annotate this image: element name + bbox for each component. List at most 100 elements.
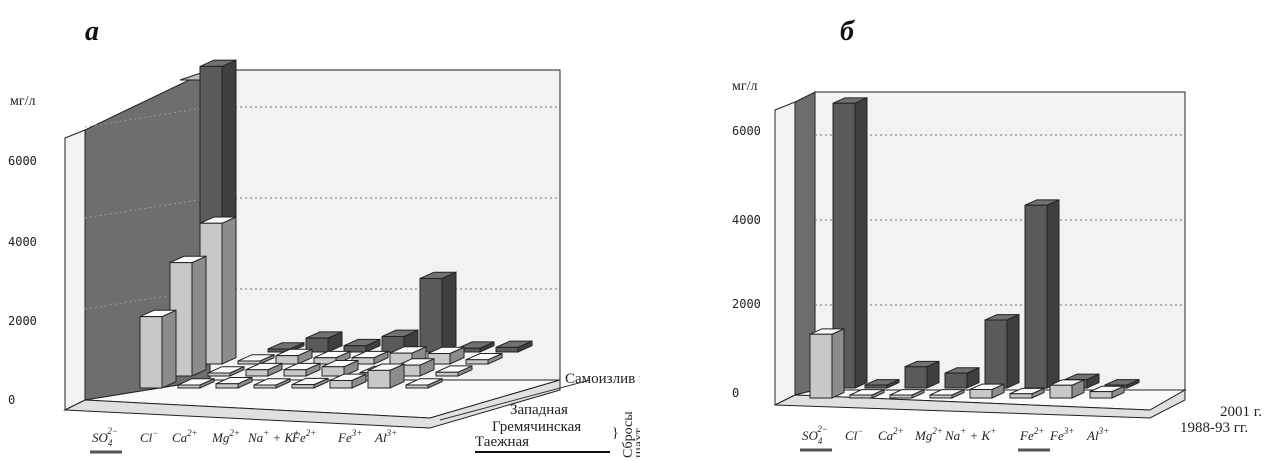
gA-6000-left xyxy=(84,106,211,128)
bar-b-s0-c5-front xyxy=(1024,204,1048,389)
bar-a-s3-c2 xyxy=(215,376,253,389)
category-label-6: Fe3+ xyxy=(337,428,362,445)
bar-a-s3-c2-front xyxy=(215,383,239,389)
bar-a-s0-c2 xyxy=(305,331,343,353)
bar-a-s0-c5-side xyxy=(441,271,457,353)
bar-b-s1-c4-front xyxy=(969,389,993,399)
bar-a-s2-c2-front xyxy=(245,369,269,377)
panel-a-content: 0 2000 4000 6000 мг/л SO42− Cl− Ca2+ Mg2+ Na+ + K… xyxy=(8,59,640,458)
category-label-2: Ca2+ xyxy=(172,428,198,445)
bar-a-s3-c0-front xyxy=(139,316,163,389)
bar-a-s1-c7-front xyxy=(465,359,489,365)
bar-b-s1-c0-side xyxy=(831,328,845,399)
bar-a-s3-c0-side xyxy=(161,309,177,389)
bar-a-s3-c1 xyxy=(177,377,215,389)
row-label-a-2: Западная xyxy=(510,402,568,418)
bar-b-s0-c4-front xyxy=(984,319,1008,389)
floor-right-edge xyxy=(439,379,591,421)
y-tick-a-2: 4000 xyxy=(8,235,37,249)
bar-a-s2-c1-front xyxy=(207,372,231,377)
bar-a-s3-c3 xyxy=(253,377,291,389)
bar-a-s2-c2 xyxy=(245,362,283,377)
bracket-brace: } xyxy=(612,426,619,441)
bar-a-s2-c1 xyxy=(207,365,245,377)
bar-b-s1-c5 xyxy=(1009,387,1045,399)
row-label-b-2: 1988-93 гг. xyxy=(1180,420,1248,436)
panel-b-content: 0 2000 4000 6000 мг/л SO42− Cl− Ca2+ Mg2+ Na+ + K… xyxy=(732,79,1262,452)
row-label-b-1: 2001 г. xyxy=(1220,404,1262,420)
bar-b-s0-c5 xyxy=(1024,199,1060,389)
bar-b-s0-c4-side xyxy=(1006,313,1020,389)
bar-a-s0-c5 xyxy=(419,271,457,353)
y-tick-b-3: 6000 xyxy=(732,124,761,138)
bar-b-s0-c1 xyxy=(864,378,900,389)
bar-a-s2-c4 xyxy=(321,359,359,377)
bar-a-s1-c6 xyxy=(427,346,465,365)
category-label-7: Al3+ xyxy=(374,428,397,445)
bar-a-s2-c4-front xyxy=(321,366,345,377)
row-label-a-3: Гремячинская xyxy=(492,419,581,435)
bar-b-s1-c7 xyxy=(1089,385,1125,399)
bar-b-s1-c1-front xyxy=(849,394,873,399)
y-tick-b-2: 4000 xyxy=(732,213,761,227)
bar-a-s3-c4-front xyxy=(291,384,315,389)
bar-a-s0-c5-front xyxy=(419,278,443,353)
bar-a-s2-c3-front xyxy=(283,369,307,377)
y-tick-a-1: 2000 xyxy=(8,314,37,328)
bar-a-s2-c7-front xyxy=(435,371,459,377)
bar-a-s2-c3 xyxy=(283,362,321,377)
category-label-10: SO42− xyxy=(802,424,828,446)
bar-a-s3-c7-front xyxy=(405,384,429,389)
category-label-0: SO42− xyxy=(92,426,118,448)
bar-a-s1-c0-side xyxy=(221,216,237,365)
category-label-16: Fe3+ xyxy=(1049,426,1074,443)
bar-a-s3-c6 xyxy=(367,363,405,389)
category-label-13: Mg2+ xyxy=(914,426,943,443)
floor-edge xyxy=(63,379,561,429)
bar-a-s3-c4 xyxy=(291,377,329,389)
bar-b-s0-c2-front xyxy=(904,366,928,389)
gA-4000-left xyxy=(84,197,211,219)
bar-a-s0-c7 xyxy=(495,340,533,353)
bar-a-s0-c3 xyxy=(343,338,381,353)
bar-b-s1-c0 xyxy=(809,328,845,399)
left-wall-edge-b xyxy=(774,101,796,406)
bar-a-s3-c5 xyxy=(329,373,367,389)
y-unit-a: мг/л xyxy=(10,94,35,109)
chart-panel-a: а 0 2000 4000 6000 мг/л SO42− Cl− Ca2+ Mg2+ Na+ +… xyxy=(8,16,640,458)
bar-b-s1-c1 xyxy=(849,388,885,399)
chart-panel-b: б 0 2000 4000 6000 мг/л SO42− Cl− Ca2+ Mg2+ Na+ +… xyxy=(732,16,1262,452)
category-label-17: Al3+ xyxy=(1086,426,1109,443)
bar-b-s0-c1-front xyxy=(864,384,888,389)
bar-a-s1-c2-front xyxy=(275,355,299,365)
bar-a-s1-c7 xyxy=(465,352,503,365)
category-label-14: Na+ + K+ xyxy=(944,426,996,443)
bar-b-s0-c4 xyxy=(984,313,1020,389)
bar-b-s0-c3-front xyxy=(944,372,968,389)
bar-b-s0-c2 xyxy=(904,360,940,389)
category-label-5: Fe2+ xyxy=(291,428,316,445)
bar-a-s2-c7 xyxy=(435,365,473,377)
bar-a-s2-c0-side xyxy=(191,255,207,377)
bar-a-s3-c0 xyxy=(139,309,177,389)
panel-letter-a: а xyxy=(85,16,99,47)
bar-b-s1-c2 xyxy=(889,388,925,399)
bar-b-s1-c7-front xyxy=(1089,391,1113,399)
bar-b-s0-c0 xyxy=(832,97,868,389)
bar-a-s3-c6-front xyxy=(367,369,391,389)
bar-b-s0-c0-front xyxy=(832,102,856,389)
bar-a-s3-c7 xyxy=(405,377,443,389)
y-tick-b-1: 2000 xyxy=(732,297,761,311)
bar-a-s0-c7-front xyxy=(495,346,519,353)
row-label-a-4: Таежная xyxy=(475,434,529,450)
bar-b-s1-c0-front xyxy=(809,333,833,399)
y-tick-a-0: 0 xyxy=(8,393,15,407)
bar-a-s3-c5-front xyxy=(329,379,353,389)
bar-a-s1-c1-front xyxy=(237,360,261,365)
category-label-3: Mg2+ xyxy=(211,428,240,445)
bar-b-s1-c3 xyxy=(929,388,965,399)
left-wall-edge xyxy=(64,129,86,411)
floor-edge-b xyxy=(774,389,1186,419)
y-unit-b: мг/л xyxy=(732,79,757,94)
bracket-label-1: шахт xyxy=(632,428,640,458)
